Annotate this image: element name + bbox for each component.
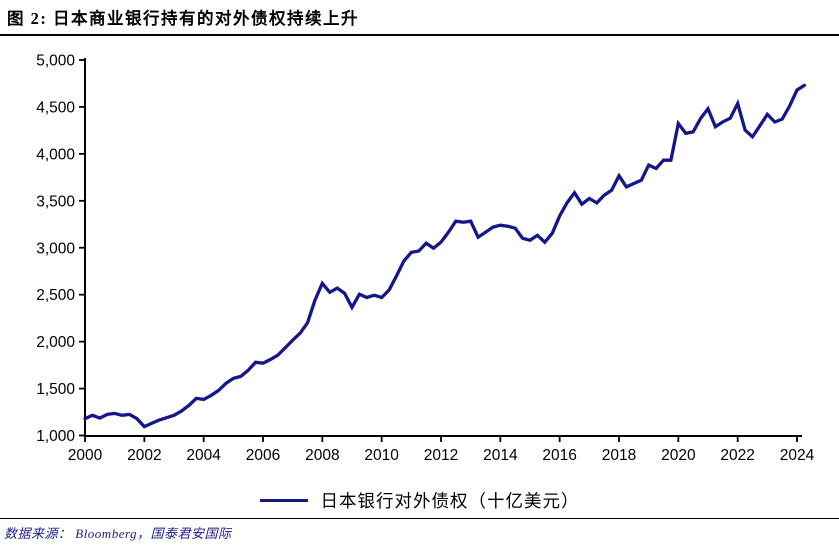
x-tick-label: 2006 <box>246 447 280 464</box>
chart-legend: 日本银行对外债权（十亿美元） <box>0 486 839 514</box>
figure-title: 图 2: 日本商业银行持有的对外债权持续上升 <box>7 9 359 28</box>
y-tick-label: 5,000 <box>36 53 75 70</box>
x-tick-label: 2024 <box>780 447 815 464</box>
y-tick-label: 3,500 <box>36 193 75 210</box>
x-axis-ticks: 2000 2002 2004 2006 2008 2010 2012 2014 2016 2018… <box>68 436 815 464</box>
x-tick-label: 2022 <box>720 447 754 464</box>
x-tick-label: 2000 <box>68 447 103 464</box>
y-tick-label: 3,000 <box>36 240 75 257</box>
x-tick-label: 2016 <box>542 447 576 464</box>
axes <box>84 58 802 437</box>
y-tick-label: 2,000 <box>36 334 75 351</box>
x-tick-label: 2018 <box>602 447 636 464</box>
title-divider <box>0 34 839 36</box>
legend-line-swatch <box>259 498 308 502</box>
x-tick-label: 2002 <box>127 447 161 464</box>
data-source-text: 数据来源： Bloomberg，国泰君安国际 <box>4 526 232 541</box>
y-tick-label: 4,000 <box>36 146 75 163</box>
x-tick-label: 2010 <box>364 447 399 464</box>
line-chart: 1,000 1,500 2,000 2,500 3,000 3,500 4,000 4,500… <box>36 53 815 465</box>
x-tick-label: 2014 <box>483 447 518 464</box>
data-source-note: 数据来源： Bloomberg，国泰君安国际 <box>4 523 834 542</box>
y-tick-label: 4,500 <box>36 99 75 116</box>
y-tick-label: 2,500 <box>36 287 75 304</box>
y-tick-label: 1,500 <box>36 381 75 398</box>
x-tick-label: 2008 <box>305 447 339 464</box>
y-axis-ticks: 1,000 1,500 2,000 2,500 3,000 3,500 4,000 4,500… <box>36 53 85 445</box>
x-tick-label: 2012 <box>424 447 458 464</box>
footer-divider <box>0 518 839 519</box>
legend-label: 日本银行对外债权（十亿美元） <box>320 490 580 511</box>
x-tick-label: 2004 <box>186 447 221 464</box>
y-tick-label: 1,000 <box>36 428 75 445</box>
x-tick-label: 2020 <box>661 447 696 464</box>
series-line-japan-bank-external-claims <box>83 83 807 429</box>
